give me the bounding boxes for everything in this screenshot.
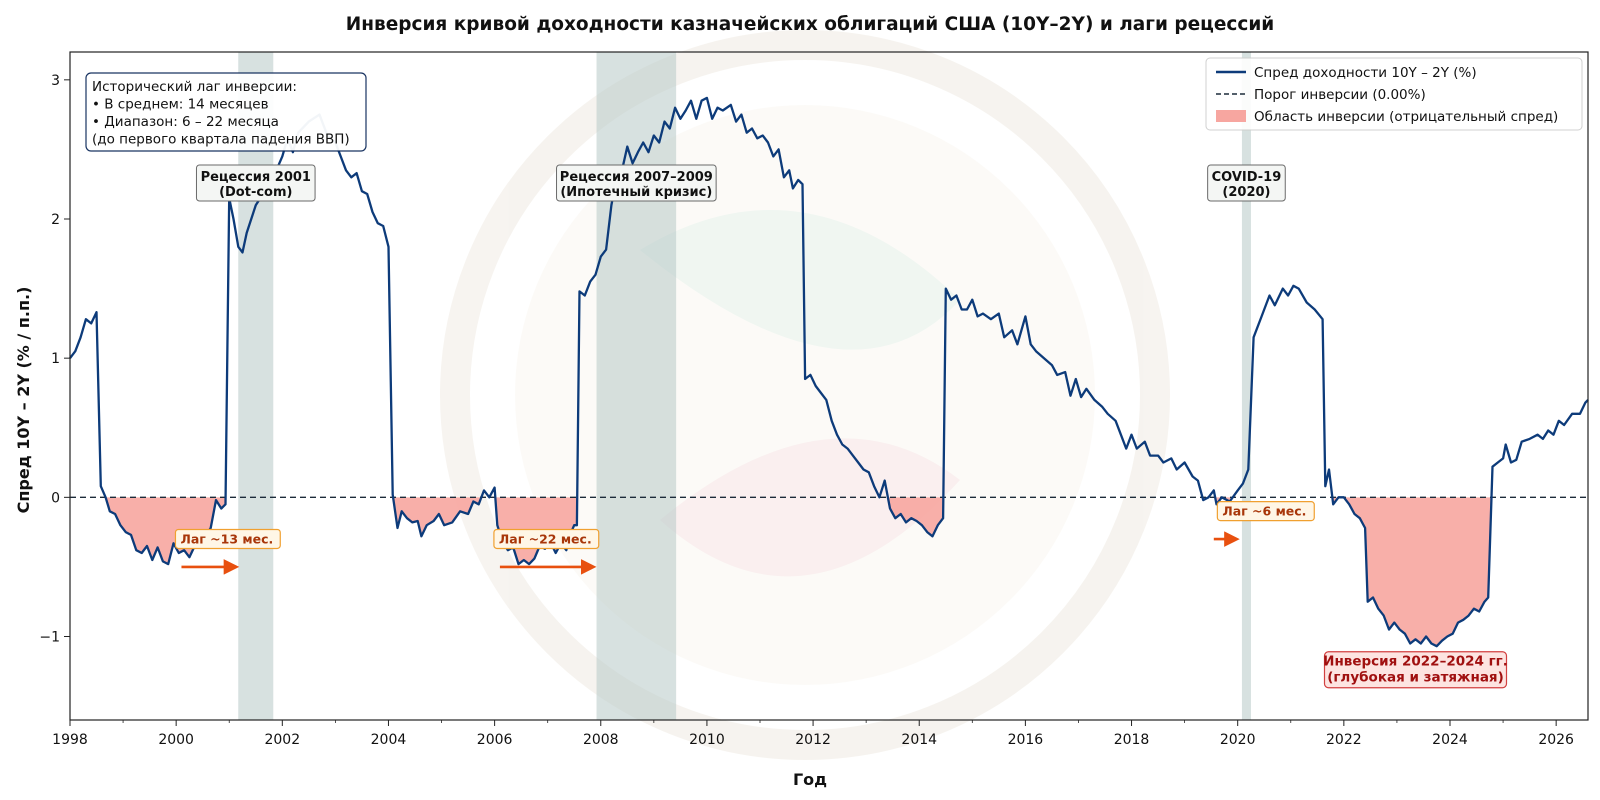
y-tick-label-2: 1 [51, 351, 60, 367]
plot-frame [69, 51, 1589, 721]
legend: Спред доходности 10Y – 2Y (%) Порог инвер… [1205, 57, 1583, 131]
svg-text:(Ипотечный кризис): (Ипотечный кризис) [560, 185, 712, 200]
x-tick-label-2024: 2024 [1432, 732, 1468, 748]
x-tick-label-2008: 2008 [583, 732, 619, 748]
recession-band-2 [1241, 52, 1251, 720]
svg-text:Лаг ~13 мес.: Лаг ~13 мес. [180, 531, 273, 546]
recession-label-1: Рецессия 2007–2009(Ипотечный кризис) [556, 164, 717, 202]
svg-text:Рецессия 2007–2009: Рецессия 2007–2009 [560, 170, 713, 185]
svg-text:(2020): (2020) [1222, 185, 1270, 200]
lag-annotation-0: Лаг ~13 мес. [174, 528, 281, 575]
x-tick-label-2018: 2018 [1114, 732, 1150, 748]
x-axis-ticks: 1998 2000 2002 2004 2006 2008 2010 2012 2014 2016… [52, 720, 1574, 748]
recession-band-1 [596, 52, 677, 720]
inversion-area-1 [393, 497, 482, 537]
chart-title: Инверсия кривой доходности казначейских … [346, 14, 1275, 35]
svg-text:Порог инверсии (0.00%): Порог инверсии (0.00%) [1254, 87, 1426, 103]
inversion-area-3 [887, 497, 944, 537]
x-tick-label-2010: 2010 [689, 732, 725, 748]
annotations: Рецессия 2001(Dot-com) Рецессия 2007–2009… [85, 72, 1508, 689]
recession-label-2: COVID-19(2020) [1207, 164, 1286, 202]
legend-item-0: Спред доходности 10Y – 2Y (%) [1216, 65, 1477, 81]
x-tick-label-2014: 2014 [901, 732, 937, 748]
svg-text:(Dot-com): (Dot-com) [219, 185, 292, 200]
lag-annotation-1: Лаг ~22 мес. [493, 528, 600, 575]
legend-item-1: Порог инверсии (0.00%) [1216, 87, 1426, 103]
x-tick-label-2002: 2002 [264, 732, 300, 748]
lag-annotation-2: Лаг ~6 мес. [1213, 501, 1315, 547]
x-tick-label-2020: 2020 [1220, 732, 1256, 748]
x-tick-label-1998: 1998 [52, 732, 88, 748]
svg-text:• Диапазон: 6 – 22 месяца: • Диапазон: 6 – 22 месяца [92, 114, 279, 130]
watermark-logo [440, 30, 1170, 760]
y-tick-label-0: −1 [39, 630, 60, 646]
lag-info-box: Исторический лаг инверсии: • В среднем: 1… [85, 72, 367, 152]
axes [69, 51, 1589, 721]
inversion-note-box: Инверсия 2022–2024 гг.(глубокая и затяжн… [1323, 651, 1508, 689]
recession-label-0: Рецессия 2001(Dot-com) [195, 164, 316, 202]
x-tick-label-2016: 2016 [1008, 732, 1044, 748]
y-tick-label-4: 3 [51, 73, 60, 89]
x-tick-label-2012: 2012 [795, 732, 831, 748]
recession-band-0 [238, 52, 274, 720]
x-tick-label-2006: 2006 [477, 732, 513, 748]
x-tick-label-2000: 2000 [158, 732, 194, 748]
svg-text:Лаг ~6 мес.: Лаг ~6 мес. [1222, 504, 1306, 519]
y-axis-ticks: −1 0 1 2 3 [39, 73, 70, 646]
y-tick-label-1: 0 [51, 490, 60, 506]
svg-text:(глубокая и затяжная): (глубокая и затяжная) [1327, 670, 1504, 686]
y-axis-label: Спред 10Y – 2Y (% / п.п.) [14, 287, 33, 514]
svg-text:(до первого квартала падения В: (до первого квартала падения ВВП) [92, 132, 350, 148]
svg-text:Исторический лаг инверсии:: Исторический лаг инверсии: [92, 79, 297, 95]
x-tick-label-2022: 2022 [1326, 732, 1362, 748]
svg-text:Рецессия 2001: Рецессия 2001 [201, 170, 311, 185]
recession-bands [238, 52, 1251, 720]
svg-text:COVID-19: COVID-19 [1212, 170, 1282, 185]
legend-item-2: Область инверсии (отрицательный спред) [1216, 109, 1558, 125]
x-tick-label-2004: 2004 [371, 732, 407, 748]
inversion-area-8 [1343, 497, 1492, 647]
legend-frame [1205, 57, 1583, 131]
y-tick-label-3: 2 [51, 212, 60, 228]
svg-text:• В среднем: 14 месяцев: • В среднем: 14 месяцев [92, 97, 269, 113]
x-axis-label: Год [793, 770, 827, 789]
svg-text:Лаг ~22 мес.: Лаг ~22 мес. [499, 531, 592, 546]
svg-text:Инверсия 2022–2024 гг.: Инверсия 2022–2024 гг. [1323, 654, 1508, 670]
svg-text:Область инверсии (отрицательны: Область инверсии (отрицательный спред) [1254, 109, 1558, 125]
x-tick-label-2026: 2026 [1538, 732, 1574, 748]
svg-text:Спред доходности 10Y – 2Y (%): Спред доходности 10Y – 2Y (%) [1254, 65, 1477, 81]
